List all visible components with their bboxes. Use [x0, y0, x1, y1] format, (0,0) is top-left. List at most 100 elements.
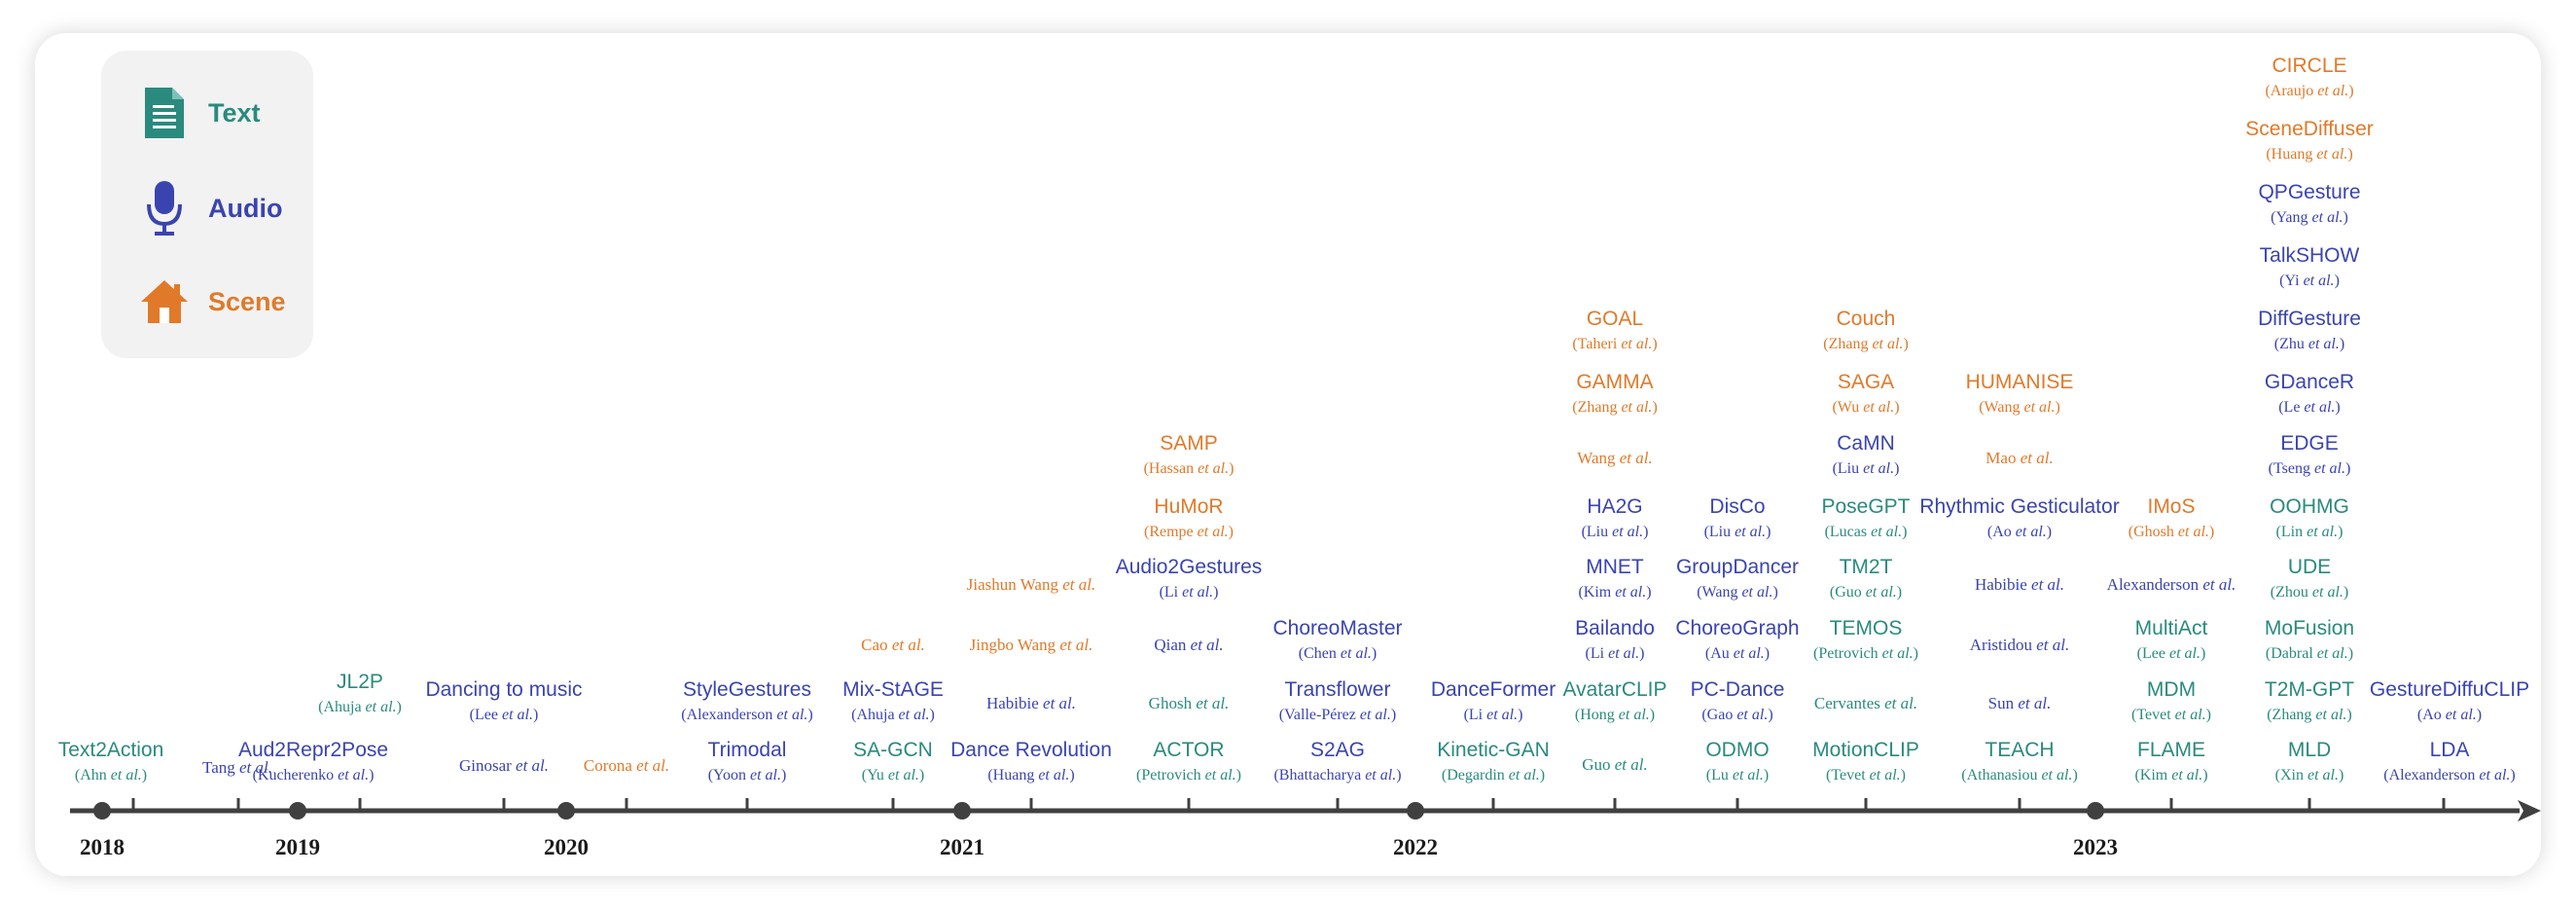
year-marker	[953, 802, 971, 820]
method-authors: (Hassan et al.)	[1143, 460, 1234, 477]
method-entry: Couch (Zhang et al.)	[1823, 307, 1909, 355]
method-entry: DiffGesture (Zhu et al.)	[2258, 307, 2361, 355]
year-label: 2022	[1393, 835, 1438, 859]
method-entry: T2M-GPT (Zhang et al.)	[2265, 677, 2354, 726]
method-name: Audio2Gestures	[1115, 556, 1263, 578]
method-authors: (Tevet et al.)	[2131, 707, 2211, 723]
method-entry: Rhythmic Gesticulator (Ao et al.)	[1919, 494, 2119, 543]
method-entry: QPGesture (Yang et al.)	[2258, 180, 2360, 229]
year-marker	[93, 802, 111, 820]
method-entry: EDGE (Tseng et al.)	[2269, 431, 2351, 480]
method-entry: SA-GCN (Yu et al.)	[853, 738, 933, 786]
method-name: MotionCLIP	[1812, 739, 1919, 761]
method-name: QPGesture	[2258, 181, 2361, 203]
method-name: Couch	[1836, 308, 1896, 330]
method-name: PC-Dance	[1690, 678, 1785, 701]
method-entry: MLD (Xin et al.)	[2275, 738, 2344, 786]
method-entry: SceneDiffuser (Huang et al.)	[2245, 117, 2374, 165]
house-icon	[136, 273, 193, 330]
method-authors: (Zhou et al.)	[2270, 584, 2349, 601]
method-name: ACTOR	[1153, 739, 1225, 761]
method-entry: Qian et al.	[1154, 635, 1223, 656]
method-entry: ChoreoMaster (Chen et al.)	[1272, 616, 1402, 665]
method-authors: Alexanderson et al.	[2106, 575, 2236, 594]
method-entry: GestureDiffuCLIP (Ao et al.)	[2370, 677, 2529, 726]
method-entry: CaMN (Liu et al.)	[1833, 431, 1900, 480]
method-authors: Habibie et al.	[1974, 575, 2065, 594]
method-authors: (Lee et al.)	[2136, 645, 2206, 662]
method-authors: (Liu et al.)	[1703, 524, 1771, 540]
method-name: SAMP	[1160, 432, 1218, 455]
method-entry: FLAME (Kim et al.)	[2134, 738, 2207, 786]
method-authors: (Ghosh et al.)	[2128, 524, 2215, 540]
method-entry: Bailando (Li et al.)	[1575, 616, 1655, 665]
method-entry: HuMoR (Rempe et al.)	[1144, 494, 1234, 543]
method-entry: Habibie et al.	[986, 693, 1076, 714]
method-authors: (Zhang et al.)	[2267, 707, 2352, 723]
method-authors: (Ahn et al.)	[74, 767, 148, 783]
method-name: CaMN	[1837, 432, 1895, 455]
method-authors: (Lu et al.)	[1705, 767, 1770, 783]
method-name: DiffGesture	[2258, 308, 2361, 330]
method-authors: Wang et al.	[1577, 449, 1653, 467]
method-name: GOAL	[1586, 308, 1644, 330]
method-authors: (Wang et al.)	[1979, 399, 2060, 416]
method-entry: TalkSHOW (Yi et al.)	[2260, 243, 2360, 292]
method-authors: Cao et al.	[861, 636, 925, 654]
method-name: TEACH	[1985, 739, 2055, 761]
method-entry: Guo et al.	[1582, 754, 1648, 776]
method-authors: (Huang et al.)	[2266, 146, 2353, 163]
method-entry: DisCo (Liu et al.)	[1704, 494, 1771, 543]
method-entry: MultiAct (Lee et al.)	[2135, 616, 2208, 665]
method-entry: Habibie et al.	[1975, 574, 2064, 596]
method-authors: (Li et al.)	[1585, 645, 1645, 662]
method-authors: (Ao et al.)	[2416, 707, 2483, 723]
method-name: GroupDancer	[1675, 556, 1800, 578]
method-name: Kinetic-GAN	[1437, 739, 1550, 761]
method-name: FLAME	[2136, 739, 2206, 761]
method-name: MNET	[1586, 556, 1644, 578]
method-name: HuMoR	[1154, 495, 1224, 518]
method-authors: (Wang et al.)	[1697, 584, 1778, 601]
method-name: TEMOS	[1829, 617, 1903, 639]
method-authors: Qian et al.	[1154, 636, 1224, 654]
method-authors: (Ao et al.)	[1986, 524, 2053, 540]
method-entry: AvatarCLIP (Hong et al.)	[1563, 677, 1667, 726]
method-authors: (Gao et al.)	[1701, 707, 1773, 723]
method-name: GestureDiffuCLIP	[2369, 678, 2530, 701]
method-entry: Alexanderson et al.	[2107, 574, 2236, 596]
method-authors: (Degardin et al.)	[1441, 767, 1546, 783]
method-authors: (Tevet et al.)	[1826, 767, 1906, 783]
method-authors: Jiashun Wang et al.	[966, 575, 1096, 594]
method-entry: OOHMG (Lin et al.)	[2270, 494, 2349, 543]
legend-scene-label: Scene	[208, 286, 286, 316]
method-entry: Corona et al.	[584, 755, 669, 777]
method-entry: ACTOR (Petrovich et al.)	[1136, 738, 1241, 786]
legend-item-audio: Audio	[136, 177, 282, 239]
method-name: T2M-GPT	[2264, 678, 2355, 701]
method-authors: (Petrovich et al.)	[1136, 767, 1241, 783]
method-name: ODMO	[1705, 739, 1770, 761]
modality-legend: Text Audio Scene	[101, 51, 313, 358]
method-authors: (Araujo et al.)	[2265, 83, 2354, 99]
method-authors: (Rempe et al.)	[1144, 524, 1234, 540]
method-name: Text2Action	[57, 739, 164, 761]
legend-item-scene: Scene	[136, 271, 286, 333]
method-entry: Dancing to music (Lee et al.)	[425, 677, 582, 726]
method-authors: (Kucherenko et al.)	[252, 767, 375, 783]
method-authors: (Yang et al.)	[2271, 209, 2348, 226]
method-name: GAMMA	[1576, 371, 1654, 393]
method-name: Aud2Repr2Pose	[237, 739, 389, 761]
method-authors: (Alexanderson et al.)	[681, 707, 813, 723]
method-authors: (Ahuja et al.)	[851, 707, 935, 723]
method-name: Dance Revolution	[950, 739, 1112, 761]
method-entry: TEACH (Athanasiou et al.)	[1961, 738, 2078, 786]
method-authors: (Zhang et al.)	[1823, 336, 1909, 352]
method-authors: Sun et al.	[1987, 694, 2052, 712]
method-name: Mix-StAGE	[842, 678, 944, 701]
method-authors: Habibie et al.	[985, 694, 1077, 712]
method-entry: Cao et al.	[861, 635, 925, 656]
method-entry: JL2P (Ahuja et al.)	[318, 670, 402, 718]
method-name: LDA	[2429, 739, 2470, 761]
